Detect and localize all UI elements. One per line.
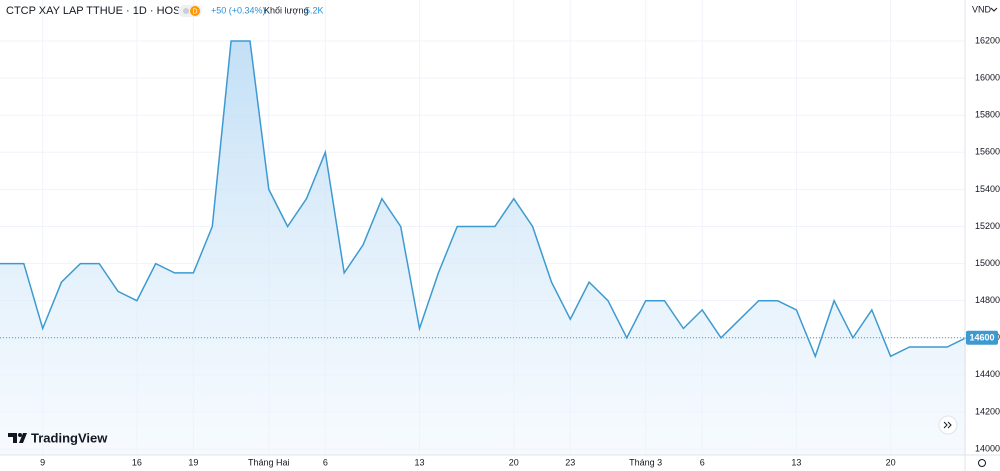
brand: TradingView: [31, 430, 108, 445]
change: +50 (+0.34%): [211, 5, 266, 15]
y-tick-label: 15600: [975, 147, 1000, 157]
volume-label: Khối lượng: [264, 5, 308, 15]
badge: D: [192, 8, 197, 15]
y-tick-label: 14800: [975, 295, 1000, 305]
badge-circle: [190, 6, 200, 16]
last-price-bg: [966, 330, 998, 345]
area-fill: [0, 41, 966, 455]
last-price-label: 14600: [969, 333, 994, 343]
plot: [0, 40, 967, 455]
y-tick-label: 15800: [975, 110, 1000, 120]
brand-logo: [8, 433, 27, 443]
x-tick-label: 9: [40, 457, 45, 467]
y-tick-label: 14200: [975, 406, 1000, 416]
x-tick-label: 16: [132, 457, 142, 467]
y-tick-label: 15000: [975, 258, 1000, 268]
badge-dot: [183, 8, 189, 14]
currency-caret: [990, 7, 998, 12]
x-tick-label: 13: [415, 457, 425, 467]
y-tick-label: 16200: [975, 35, 1000, 45]
y-tick-label: 14400: [975, 369, 1000, 379]
x-tick-label: 6: [700, 457, 705, 467]
x-tick-label: Tháng 3: [629, 457, 662, 467]
y-tick-label: 15200: [975, 221, 1000, 231]
x-tick-label: 23: [565, 457, 575, 467]
y-tick-label: 15400: [975, 184, 1000, 194]
scroll-icon: [943, 421, 952, 429]
x-tick-label: 19: [188, 457, 198, 467]
x-tick-label: 20: [509, 457, 519, 467]
x-tick-label: Tháng Hai: [248, 457, 290, 467]
y-tick-label: 16000: [975, 72, 1000, 82]
x-tick-label: 6: [323, 457, 328, 467]
scroll-button[interactable]: [938, 415, 958, 435]
chart-title: CTCP XAY LAP TTHUE · 1D · HOSE: [6, 5, 188, 17]
settings-icon[interactable]: [978, 459, 986, 467]
currency: VND: [972, 4, 992, 14]
x-tick-label: 20: [886, 457, 896, 467]
x-tick-label: 13: [791, 457, 801, 467]
volume: 5.2K: [305, 5, 324, 15]
y-tick-label: 14000: [975, 443, 1000, 453]
price-line: [0, 40, 967, 359]
